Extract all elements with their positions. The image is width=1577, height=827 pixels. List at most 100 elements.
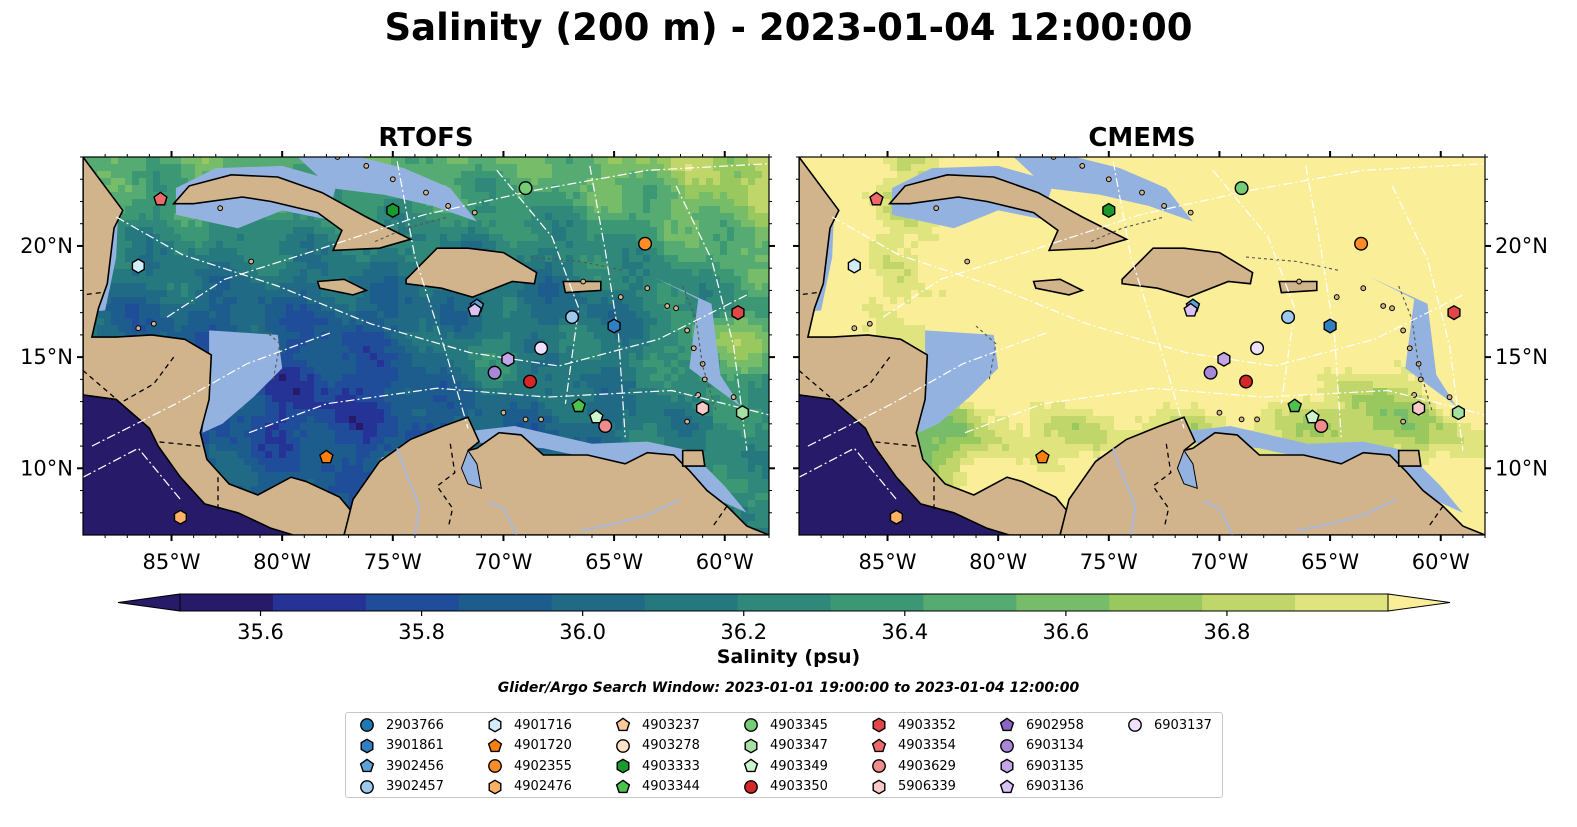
- isobath-line: [529, 256, 624, 271]
- map-body: [83, 157, 769, 535]
- legend-marker-3902457: [360, 779, 374, 794]
- river-line: [1112, 447, 1137, 535]
- float-marker-4901720: [319, 449, 334, 464]
- shelf-area: [653, 277, 741, 406]
- small-island: [684, 418, 691, 425]
- lake-maracaibo: [460, 449, 482, 490]
- float-marker-4903629: [1314, 419, 1329, 434]
- small-island: [673, 305, 679, 312]
- land-central-america: [83, 157, 352, 535]
- x-tick-label: 60°W: [696, 550, 754, 574]
- legend-item: 6903134: [996, 736, 1084, 756]
- small-island: [866, 320, 873, 327]
- colorbar-bin: [737, 594, 831, 611]
- legend-marker-3901861: [360, 737, 374, 754]
- colorbar-tick-label: 35.6: [237, 620, 284, 644]
- colorbar-frame: [179, 593, 1389, 612]
- legend-item: 4903347: [740, 736, 828, 756]
- shelf-area: [297, 157, 477, 222]
- track-line: [496, 169, 580, 404]
- land-trinidad: [1397, 449, 1422, 467]
- small-island: [445, 203, 452, 209]
- x-tick-label: 60°W: [1412, 550, 1470, 574]
- float-marker-3902457: [565, 310, 580, 325]
- legend-item: 4903237: [612, 715, 700, 735]
- float-marker-3901861: [607, 318, 621, 334]
- track-line: [1391, 185, 1464, 451]
- shelf-area: [1369, 277, 1457, 406]
- shelf-area: [202, 330, 283, 433]
- legend-item: 4903629: [868, 756, 956, 776]
- float-marker-6903137: [1250, 341, 1265, 356]
- track-line: [964, 387, 1485, 434]
- isobath-line: [1245, 256, 1340, 271]
- country-border: [871, 440, 917, 447]
- land-puerto-rico: [1278, 280, 1318, 294]
- shelf-area: [1013, 157, 1193, 222]
- x-tick-label: 80°W: [969, 550, 1027, 574]
- colorbar: 35.6 35.8 36.0 36.2 36.4 36.6 36.8: [117, 593, 1451, 644]
- legend-item: 4902476: [484, 777, 572, 797]
- legend-item: 3901861: [356, 736, 444, 756]
- float-marker-4901720: [1035, 449, 1050, 464]
- legend-marker-6902958: [999, 717, 1015, 732]
- legend-marker-icon: [616, 758, 630, 774]
- colorbar-tick-label: 36.6: [1042, 620, 1089, 644]
- small-island: [389, 176, 396, 183]
- small-island: [690, 345, 697, 352]
- float-marker-4902355: [1354, 236, 1369, 251]
- legend-marker-icon: [744, 737, 758, 754]
- legend-box: 2903766 3901861 3902456 3902457 4901716 49017…: [345, 712, 1223, 798]
- legend-marker-icon: [616, 738, 630, 753]
- land-jamaica: [316, 278, 369, 296]
- country-border: [83, 370, 115, 398]
- small-island: [695, 392, 702, 398]
- float-marker-4903347: [735, 405, 749, 421]
- float-marker-6903136: [1183, 302, 1199, 317]
- legend-item: 4903345: [740, 715, 828, 735]
- small-island: [1216, 409, 1223, 416]
- legend-marker-icon: [1000, 738, 1014, 753]
- small-island: [644, 285, 651, 292]
- country-border: [1152, 443, 1172, 529]
- legend-item: 4903354: [868, 736, 956, 756]
- legend-item: 4903344: [612, 777, 700, 797]
- legend-marker-4903352: [872, 717, 886, 733]
- legend-marker-3902456: [359, 758, 375, 773]
- country-border: [710, 505, 728, 529]
- legend-marker-4903344: [615, 778, 631, 793]
- legend-marker-icon: [999, 717, 1015, 732]
- legend-item: 4903278: [612, 736, 700, 756]
- shelf-area: [1075, 426, 1463, 513]
- float-marker-4903345: [518, 181, 533, 196]
- y-tick-label: 20°N: [20, 234, 73, 258]
- legend-item: 6903135: [996, 756, 1084, 776]
- float-marker-4903349: [589, 409, 604, 424]
- small-island: [1139, 189, 1145, 196]
- legend-item: 4903349: [740, 756, 828, 776]
- legend-marker-6903136: [999, 778, 1015, 793]
- y-tick-label: 20°N: [1495, 234, 1548, 258]
- legend-marker-5906339: [872, 778, 886, 795]
- map-body: [799, 157, 1485, 535]
- track-line: [831, 216, 1464, 367]
- legend-label: 3902456: [386, 758, 444, 774]
- search-window-note: Glider/Argo Search Window: 2023-01-01 19…: [497, 680, 1080, 696]
- float-marker-6903135: [1217, 351, 1231, 367]
- pacific-ocean: [83, 394, 338, 535]
- legend-marker-icon: [488, 778, 502, 795]
- land-hispaniola: [405, 247, 538, 298]
- small-island: [1411, 392, 1418, 398]
- small-island: [248, 258, 255, 265]
- colorbar-tick-label: 36.8: [1204, 620, 1251, 644]
- small-island: [851, 325, 858, 332]
- small-island: [1400, 418, 1407, 425]
- legend-marker-4902476: [488, 778, 502, 795]
- legend-marker-icon: [743, 758, 759, 773]
- track-line: [1212, 169, 1296, 404]
- land-hispaniola: [1121, 247, 1254, 298]
- x-tick-label: 75°W: [1080, 550, 1138, 574]
- float-marker-4903352: [731, 304, 745, 321]
- float-marker-3901861: [1323, 318, 1337, 334]
- land-cuba: [171, 173, 413, 252]
